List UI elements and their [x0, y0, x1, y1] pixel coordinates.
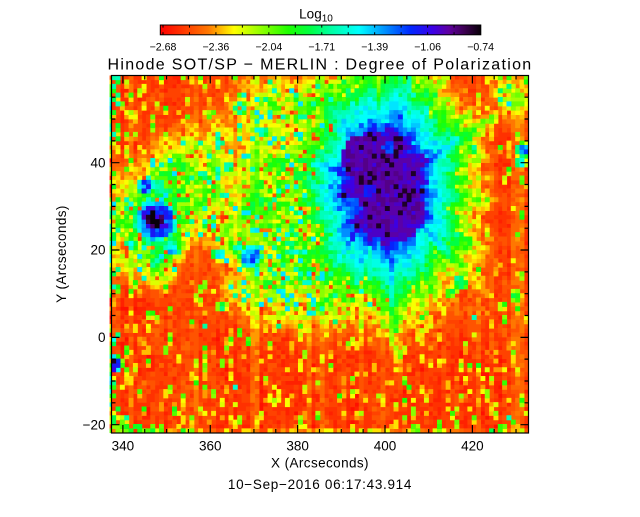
- svg-text:40: 40: [90, 155, 105, 170]
- svg-text:−1.06: −1.06: [414, 42, 441, 54]
- svg-text:420: 420: [461, 439, 484, 454]
- svg-text:−0.74: −0.74: [467, 42, 494, 54]
- svg-text:360: 360: [199, 439, 222, 454]
- svg-text:Hinode SOT/SP − MERLIN : Degre: Hinode SOT/SP − MERLIN : Degree of Polar…: [108, 57, 533, 74]
- svg-text:−1.71: −1.71: [308, 42, 335, 54]
- svg-text:−2.04: −2.04: [255, 42, 282, 54]
- svg-text:Y (Arcseconds): Y (Arcseconds): [54, 205, 69, 303]
- svg-text:−20: −20: [83, 417, 106, 432]
- svg-text:400: 400: [374, 439, 397, 454]
- svg-text:380: 380: [286, 439, 309, 454]
- svg-text:10−Sep−2016 06:17:43.914: 10−Sep−2016 06:17:43.914: [228, 477, 412, 492]
- svg-text:20: 20: [90, 243, 105, 258]
- svg-text:0: 0: [98, 330, 106, 345]
- svg-text:−1.39: −1.39: [361, 42, 388, 54]
- svg-text:−2.68: −2.68: [150, 42, 177, 54]
- svg-text:−2.36: −2.36: [202, 42, 229, 54]
- svg-text:X (Arcseconds): X (Arcseconds): [271, 456, 369, 471]
- svg-text:340: 340: [112, 439, 135, 454]
